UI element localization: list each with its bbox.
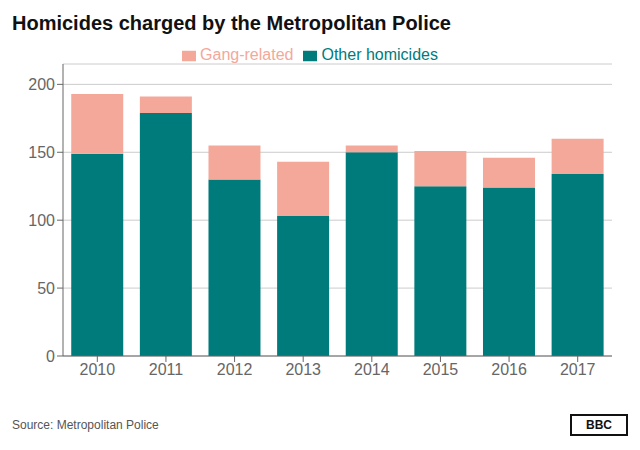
- svg-text:2017: 2017: [560, 361, 596, 378]
- svg-text:2012: 2012: [217, 361, 253, 378]
- html-text:Gang-related: Gang-related: [200, 46, 294, 63]
- svg-text:2016: 2016: [491, 361, 527, 378]
- svg-text:2014: 2014: [354, 361, 390, 378]
- svg-text:150: 150: [28, 144, 55, 161]
- svg-text:100: 100: [28, 212, 55, 229]
- svg-text:0: 0: [46, 348, 55, 365]
- svg-text:2015: 2015: [423, 361, 459, 378]
- svg-text:2011: 2011: [149, 361, 184, 378]
- html-text:Other homicides: Other homicides: [321, 46, 438, 63]
- svg-text:50: 50: [37, 280, 55, 297]
- svg-text:2010: 2010: [80, 361, 116, 378]
- html-text:Homicides charged by the Metro: Homicides charged by the Metropolitan Po…: [12, 12, 451, 34]
- svg-text:200: 200: [28, 76, 55, 93]
- html-text:BBC: BBC: [586, 418, 612, 432]
- svg-text:2013: 2013: [285, 361, 321, 378]
- html-text:Source: Metropolitan Police: Source: Metropolitan Police: [12, 418, 159, 432]
